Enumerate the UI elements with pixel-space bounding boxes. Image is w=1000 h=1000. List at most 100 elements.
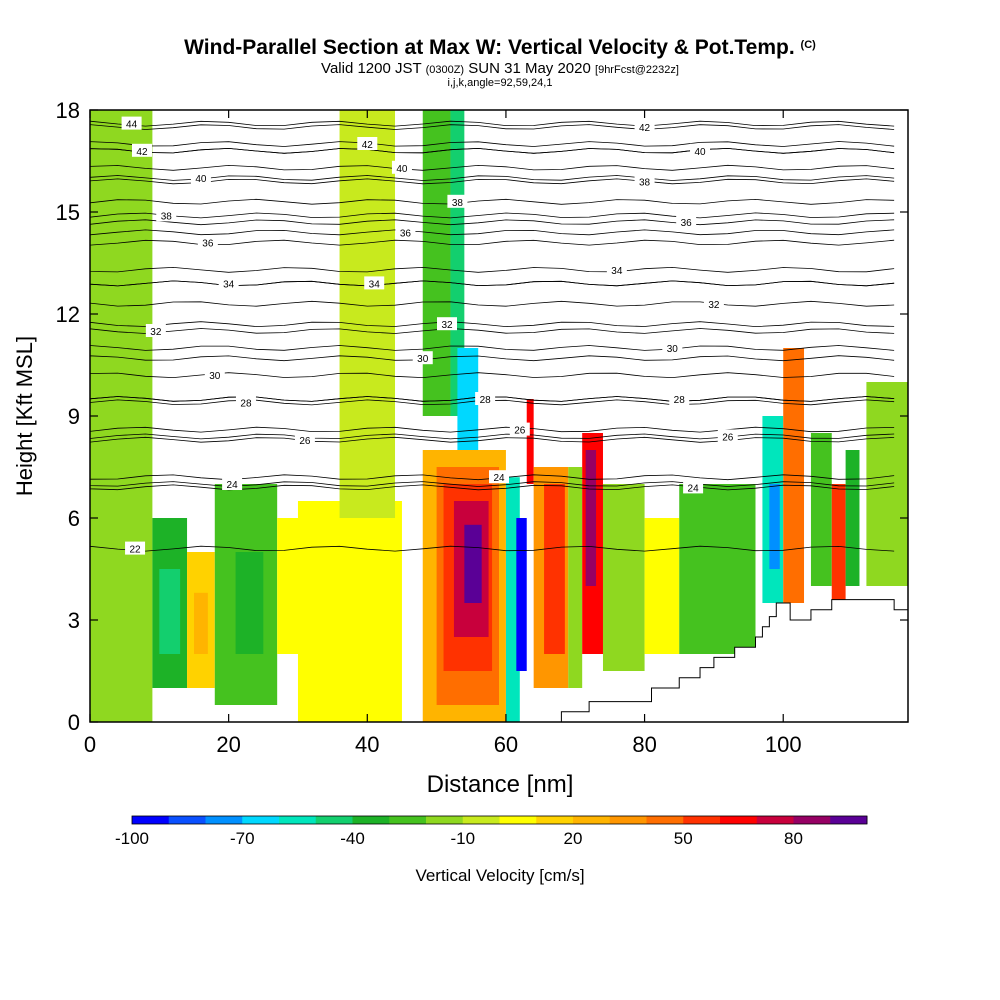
x-axis-label: Distance [nm] [427,771,574,798]
theta-contour [90,545,895,552]
theta-label: 34 [611,266,623,277]
theta-label: 26 [722,432,734,443]
theta-label-box [364,276,385,290]
chart-subtitle: Valid 1200 JST (0300Z) SUN 31 May 2020 [… [321,60,679,77]
theta-label: 38 [639,177,651,188]
velocity-cell [450,110,465,416]
colorbar-swatch [352,816,390,824]
theta-contour [90,328,895,334]
theta-label-box [475,392,496,405]
colorbar-label: Vertical Velocity [cm/s] [415,866,584,885]
theta-label: 28 [480,395,492,406]
colorbar-swatch [279,816,317,824]
theta-label: 30 [209,371,221,382]
theta-contour [90,280,895,287]
velocity-cell [505,477,520,722]
colorbar-tick-label: 80 [784,829,803,848]
theta-label-box [395,225,416,239]
velocity-cell [544,484,565,654]
theta-contour [90,219,895,226]
theta-contour [90,436,895,443]
theta-contour [90,198,895,205]
theta-label: 36 [400,228,412,239]
theta-label: 22 [129,545,141,556]
theta-label: 32 [708,300,720,311]
theta-label: 38 [161,211,173,222]
y-tick-label: 0 [68,710,80,735]
theta-label-box [447,194,468,208]
theta-contour [90,229,895,236]
colorbar-swatch [389,816,427,824]
theta-label: 42 [136,147,148,158]
colorbar-swatch [242,816,280,824]
theta-label-box [197,235,218,249]
velocity-cell [464,524,482,603]
theta-label-box [235,395,256,409]
theta-label: 44 [126,120,138,131]
theta-contours [90,120,895,552]
y-tick-label: 12 [56,302,80,327]
theta-label: 30 [667,344,679,355]
terrain [90,599,908,722]
theta-label-box [669,392,690,405]
velocity-cell [831,484,846,603]
theta-label: 24 [493,473,505,484]
theta-label-box [717,429,738,443]
theta-label: 28 [240,398,252,409]
x-tick-label: 80 [632,732,656,757]
colorbar-swatch [462,816,500,824]
theta-label: 40 [694,147,706,158]
velocity-cell [90,110,153,722]
velocity-cell [769,484,780,569]
theta-contour [90,266,895,273]
theta-label-box [218,276,239,290]
y-tick-label: 6 [68,506,80,531]
theta-contour [90,300,895,307]
colorbar-frame [131,815,868,825]
velocity-cell [602,484,645,671]
colorbar-swatch [683,816,721,824]
theta-label-box [634,120,655,133]
colorbar-swatch [168,816,206,824]
colorbar-tick-label: -10 [450,829,475,848]
theta-label: 28 [674,395,686,406]
theta-label-box [690,143,711,157]
theta-contour [90,141,895,147]
theta-label-box [204,368,225,382]
theta-label: 42 [362,140,374,151]
colorbar-swatch [793,816,831,824]
y-tick-label: 3 [68,608,80,633]
chart-indices: i,j,k,angle=92,59,24,1 [447,77,553,89]
colorbar-tick-label: 50 [674,829,693,848]
colorbar-swatch [646,816,684,824]
velocity-cell [585,450,597,586]
theta-label-box [676,215,697,229]
x-tick-label: 20 [216,732,240,757]
theta-contour [90,474,895,481]
theta-label-box [703,296,724,310]
theta-label: 36 [202,239,214,250]
velocity-cell [810,433,832,586]
theta-label-box [662,341,683,354]
theta-label-box [634,174,655,188]
x-tick-label: 0 [84,732,96,757]
theta-label-box [222,477,243,490]
colorbar-swatch [426,816,464,824]
terrain-profile [90,599,908,722]
colorbar-swatch [536,816,574,824]
y-tick-label: 18 [56,98,80,123]
theta-contour [90,345,895,351]
theta-label: 40 [195,174,207,185]
theta-label-box [509,422,530,436]
theta-label: 38 [452,198,464,209]
theta-label-box [156,208,177,222]
velocity-field [90,110,908,722]
theta-label-box [391,160,412,174]
theta-label: 42 [639,123,651,134]
theta-label-box [131,143,152,157]
velocity-cell [193,592,208,654]
velocity-cell [568,467,583,688]
velocity-cell [679,484,756,654]
theta-contour [90,372,895,379]
